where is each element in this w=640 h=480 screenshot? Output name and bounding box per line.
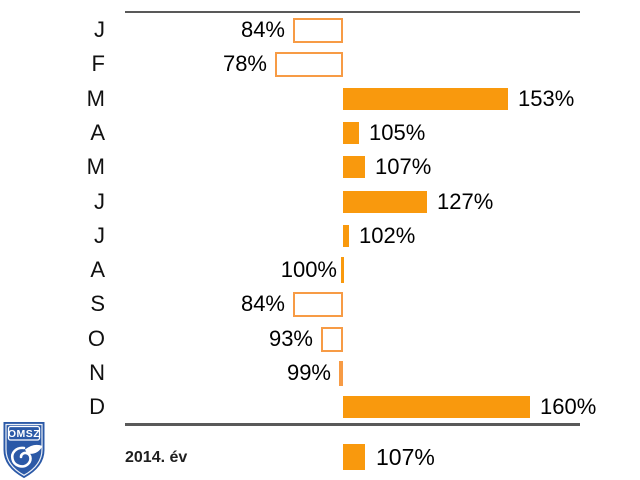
month-label: S	[90, 291, 105, 316]
summary-value-label: 107%	[376, 444, 435, 470]
month-label: M	[86, 154, 105, 179]
value-label: 84%	[240, 17, 285, 42]
value-label: 105%	[369, 120, 426, 145]
month-bar	[343, 156, 365, 178]
value-label: 99%	[286, 360, 331, 385]
month-bar	[343, 122, 359, 144]
value-label: 107%	[375, 154, 432, 179]
month-bar	[339, 360, 343, 386]
month-label: M	[86, 86, 105, 111]
month-bar	[321, 326, 343, 352]
summary-bar	[343, 444, 365, 470]
month-bar	[343, 88, 508, 110]
value-label: 102%	[359, 223, 416, 248]
value-label: 93%	[268, 326, 313, 351]
value-label: 84%	[240, 291, 285, 316]
month-label: A	[90, 257, 105, 282]
logo-swirl	[10, 446, 32, 468]
value-label: 153%	[518, 86, 575, 111]
month-bar	[275, 51, 343, 77]
month-label: D	[89, 394, 105, 419]
month-bar	[343, 396, 530, 418]
month-bar	[293, 17, 343, 43]
month-label: A	[90, 120, 105, 145]
logo-wing	[25, 444, 43, 454]
month-label: J	[94, 17, 105, 42]
axis-top-line	[125, 11, 580, 13]
month-label: O	[87, 326, 105, 351]
logo-text: OMSZ	[8, 428, 40, 440]
month-label: J	[94, 223, 105, 248]
value-label: 160%	[540, 394, 597, 419]
omsz-logo: OMSZ	[3, 422, 45, 479]
month-bar	[341, 257, 344, 283]
value-label: 78%	[222, 51, 267, 76]
month-bar	[343, 225, 349, 247]
value-label: 127%	[437, 189, 494, 214]
month-label: N	[89, 360, 105, 385]
axis-bottom-line	[125, 423, 580, 426]
month-label: J	[94, 189, 105, 214]
month-bar	[343, 191, 427, 213]
month-bar	[293, 291, 343, 317]
year-label: 2014. év	[125, 449, 188, 466]
value-label: 100%	[280, 257, 337, 282]
month-label: F	[91, 51, 105, 76]
